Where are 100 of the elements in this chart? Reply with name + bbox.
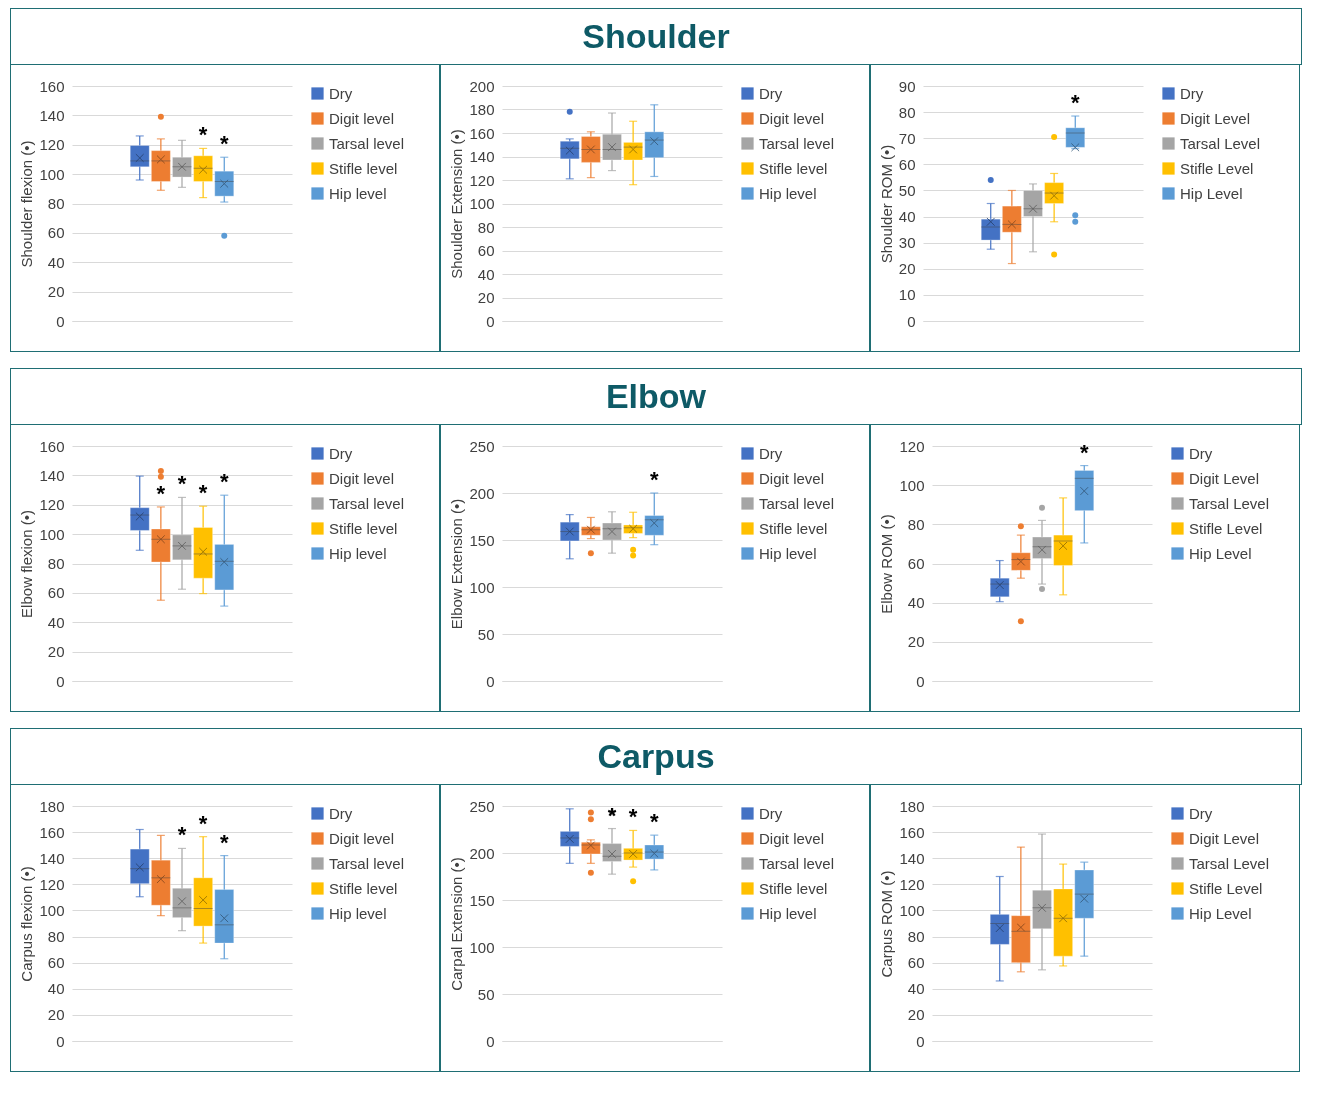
legend-label: Tarsal level [329, 854, 405, 872]
text: * [156, 480, 166, 506]
legend-label: Tarsal Level [1180, 134, 1261, 152]
text: * [1079, 439, 1089, 465]
y-tick-label: 20 [477, 289, 495, 306]
y-tick-label: 120 [469, 171, 495, 189]
legend-label: Tarsal level [759, 494, 835, 512]
legend-label: Tarsal Level [1189, 494, 1270, 512]
y-tick-label: 100 [39, 165, 65, 183]
y-tick-label: 100 [39, 901, 65, 919]
legend-label: Hip level [759, 184, 817, 202]
legend-label: Dry [759, 84, 783, 102]
y-tick-label: 140 [899, 849, 925, 867]
y-tick-label: 100 [899, 901, 925, 919]
legend-label: Digit Level [1189, 829, 1260, 847]
y-tick-label: 40 [898, 208, 916, 226]
y-tick-label: 60 [907, 555, 925, 572]
legend-label: Hip level [329, 544, 387, 562]
y-tick-label: 60 [477, 242, 495, 259]
y-tick-label: 90 [898, 77, 916, 95]
y-tick-label: 120 [39, 496, 65, 514]
y-tick-label: 40 [47, 980, 65, 998]
y-tick-label: 0 [486, 1032, 495, 1050]
y-tick-label: 100 [469, 938, 495, 956]
legend-label: Dry [329, 84, 353, 102]
y-tick-label: 250 [469, 797, 495, 815]
text: * [219, 469, 229, 495]
y-tick-label: 20 [47, 643, 65, 661]
y-tick-label: 200 [469, 484, 495, 502]
y-tick-label: 20 [907, 1006, 925, 1024]
y-tick-label: 40 [477, 265, 495, 283]
legend-label: Tarsal level [329, 134, 405, 152]
text: Carpus [10, 728, 1302, 785]
legend-label: Stifle level [759, 519, 828, 537]
legend-label: Dry [1189, 444, 1213, 462]
y-tick-label: 160 [39, 823, 65, 841]
y-tick-label: 40 [47, 613, 65, 631]
legend-label: Hip level [329, 184, 387, 202]
y-tick-label: 40 [907, 594, 925, 612]
legend-label: Hip level [759, 544, 817, 562]
y-tick-label: 100 [469, 578, 495, 596]
text: * [649, 809, 659, 835]
y-tick-label: 80 [898, 103, 916, 121]
y-tick-label: 180 [39, 797, 65, 815]
legend-label: Digit level [329, 469, 395, 487]
y-tick-label: 20 [47, 1006, 65, 1024]
y-tick-label: 20 [47, 283, 65, 301]
y-tick-label: 150 [469, 531, 495, 549]
text: * [219, 131, 229, 157]
text: * [177, 822, 187, 848]
y-axis-title: Shoulder Extension (•) [448, 129, 466, 279]
text: Elbow [10, 368, 1302, 425]
text: * [177, 471, 187, 497]
y-tick-label: 0 [56, 312, 65, 330]
y-tick-label: 120 [39, 136, 65, 154]
y-tick-label: 60 [47, 224, 65, 242]
legend-label: Digit level [759, 469, 825, 487]
y-tick-label: 80 [907, 928, 925, 946]
legend-label: Stifle level [329, 159, 398, 177]
y-tick-label: 80 [47, 928, 65, 946]
y-tick-label: 140 [39, 849, 65, 867]
legend-label: Dry [329, 804, 353, 822]
text: * [649, 467, 659, 492]
legend-label: Hip Level [1180, 184, 1243, 202]
y-tick-label: 30 [898, 234, 916, 252]
legend-label: Stifle Level [1189, 879, 1263, 897]
legend-label: Stifle level [329, 879, 398, 897]
legend-label: Digit level [759, 829, 825, 847]
y-tick-label: 140 [39, 466, 65, 484]
y-tick-label: 80 [477, 218, 495, 236]
legend-label: Hip Level [1189, 904, 1252, 922]
legend-label: Dry [1189, 804, 1213, 822]
y-tick-label: 0 [907, 312, 916, 330]
text: * [1070, 90, 1080, 116]
legend-label: Hip Level [1189, 544, 1252, 562]
y-tick-label: 100 [469, 195, 495, 212]
legend-label: Tarsal level [329, 494, 405, 512]
y-tick-label: 250 [469, 437, 495, 455]
y-tick-label: 50 [898, 181, 916, 199]
y-tick-label: 80 [47, 195, 65, 212]
y-tick-label: 120 [39, 875, 65, 893]
text: * [628, 804, 638, 830]
y-tick-label: 40 [47, 253, 65, 271]
legend-label: Dry [329, 444, 353, 462]
y-tick-label: 160 [39, 437, 65, 455]
y-axis-title: Carpus ROM (•) [878, 870, 896, 978]
y-tick-label: 60 [898, 155, 916, 173]
legend-label: Digit level [759, 109, 825, 127]
y-tick-label: 0 [486, 672, 495, 690]
legend-label: Tarsal Level [1189, 854, 1270, 872]
y-axis-title: Carpal Extension (•) [448, 857, 466, 991]
text: * [198, 810, 208, 836]
legend-label: Tarsal level [759, 854, 835, 872]
y-tick-label: 140 [469, 148, 495, 165]
y-axis-title: Shoulder ROM (•) [877, 144, 895, 264]
y-axis-title: Shoulder flexion (•) [18, 140, 36, 268]
y-tick-label: 60 [907, 954, 925, 972]
text: * [607, 802, 617, 828]
y-tick-label: 0 [56, 1032, 65, 1050]
y-tick-label: 200 [469, 844, 495, 862]
